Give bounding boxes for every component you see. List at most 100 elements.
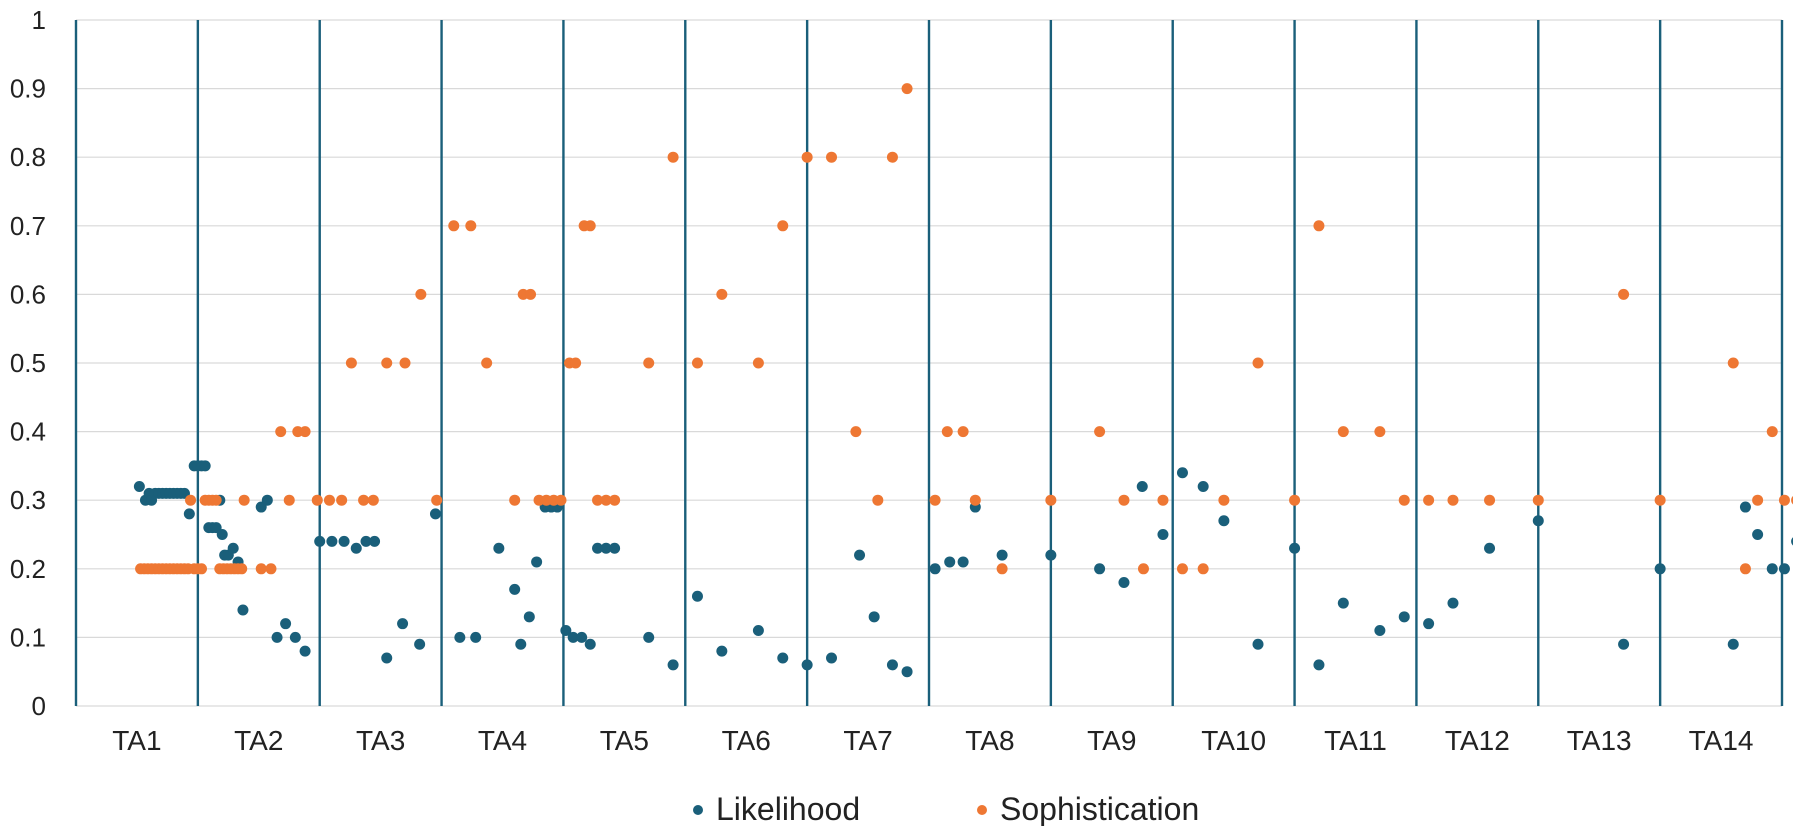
x-category-label: TA7	[843, 725, 892, 756]
likelihood-point	[429, 508, 441, 520]
sophistication-point	[238, 494, 250, 506]
sophistication-point	[1218, 494, 1230, 506]
likelihood-point	[414, 638, 426, 650]
category-dividers	[74, 20, 1784, 706]
likelihood-point	[826, 652, 838, 664]
likelihood-point	[1289, 542, 1301, 554]
sophistication-point	[399, 357, 411, 369]
sophistication-point	[570, 357, 582, 369]
sophistication-point	[236, 563, 248, 575]
x-category-label: TA14	[1689, 725, 1754, 756]
likelihood-point	[643, 631, 655, 643]
sophistication-point	[1447, 494, 1459, 506]
data-points	[133, 83, 1793, 678]
sophistication-point	[323, 494, 335, 506]
x-category-label: TA8	[965, 725, 1014, 756]
sophistication-point	[1197, 563, 1209, 575]
likelihood-point	[929, 563, 941, 575]
likelihood-point	[237, 604, 249, 616]
sophistication-point	[752, 357, 764, 369]
likelihood-point	[944, 556, 956, 568]
sophistication-point	[465, 220, 477, 232]
sophistication-point	[1374, 426, 1386, 438]
y-axis-tick-labels: 0 0.1 0.2 0.3 0.4 0.5 0.6 0.7 0.8 0.9 1	[10, 5, 46, 721]
likelihood-point	[470, 631, 482, 643]
sophistication-point	[1176, 563, 1188, 575]
likelihood-point	[854, 549, 866, 561]
y-tick-label: 0.7	[10, 211, 46, 241]
sophistication-point	[415, 288, 427, 300]
sophistication-point	[1532, 494, 1544, 506]
sophistication-point	[969, 494, 981, 506]
y-tick-label: 0.3	[10, 485, 46, 515]
sophistication-point	[448, 220, 460, 232]
sophistication-point	[850, 426, 862, 438]
likelihood-point	[667, 659, 679, 671]
sophistication-point	[1252, 357, 1264, 369]
sophistication-point	[643, 357, 655, 369]
likelihood-point	[531, 556, 543, 568]
likelihood-point	[801, 659, 813, 671]
sophistication-point	[196, 563, 208, 575]
likelihood-point	[1313, 659, 1325, 671]
y-tick-label: 0.1	[10, 622, 46, 652]
sophistication-point	[929, 494, 941, 506]
likelihood-point	[584, 638, 596, 650]
y-tick-label: 0.6	[10, 279, 46, 309]
sophistication-point	[367, 494, 379, 506]
likelihood-point	[1176, 467, 1188, 479]
sophistication-point	[1654, 494, 1666, 506]
likelihood-point	[133, 480, 145, 492]
sophistication-point	[584, 220, 596, 232]
sophistication-point	[1313, 220, 1325, 232]
likelihood-point	[1337, 597, 1349, 609]
likelihood-point	[515, 638, 527, 650]
likelihood-point	[1094, 563, 1106, 575]
sophistication-point	[481, 357, 493, 369]
likelihood-point	[567, 631, 579, 643]
x-category-label: TA6	[722, 725, 771, 756]
sophistication-point	[801, 151, 813, 163]
sophistication-point	[1118, 494, 1130, 506]
sophistication-point	[667, 151, 679, 163]
likelihood-point	[1045, 549, 1057, 561]
sophistication-point	[1137, 563, 1149, 575]
y-tick-label: 1	[32, 5, 46, 35]
sophistication-point	[886, 151, 898, 163]
likelihood-point	[777, 652, 789, 664]
likelihood-point	[901, 666, 913, 678]
x-axis-category-labels: TA1 TA2 TA3 TA4 TA5 TA6 TA7 TA8 TA9 TA10 TA11 TA12 T…	[112, 725, 1753, 756]
legend-label-likelihood: Likelihood	[716, 791, 860, 826]
sophistication-point	[600, 494, 612, 506]
likelihood-point	[1197, 480, 1209, 492]
likelihood-point	[1398, 611, 1410, 623]
y-tick-label: 0	[32, 691, 46, 721]
y-tick-label: 0.9	[10, 74, 46, 104]
sophistication-point	[1727, 357, 1739, 369]
likelihood-point	[691, 590, 703, 602]
sophistication-point	[592, 494, 604, 506]
sophistication-point	[255, 563, 267, 575]
likelihood-point	[1423, 618, 1435, 630]
likelihood-point	[299, 645, 311, 657]
likelihood-point	[338, 535, 350, 547]
y-tick-label: 0.2	[10, 554, 46, 584]
sophistication-point	[1766, 426, 1778, 438]
likelihood-point	[216, 529, 228, 540]
likelihood-point	[280, 618, 292, 630]
likelihood-point	[560, 625, 572, 637]
likelihood-point	[752, 625, 764, 637]
likelihood-point	[886, 659, 898, 671]
x-category-label: TA12	[1445, 725, 1510, 756]
sophistication-point	[872, 494, 884, 506]
likelihood-point	[1484, 542, 1496, 554]
sophistication-point	[210, 494, 222, 506]
likelihood-point	[509, 583, 521, 595]
sophistication-point	[1094, 426, 1106, 438]
sophistication-point	[691, 357, 703, 369]
likelihood-point	[1532, 515, 1544, 527]
likelihood-point	[1374, 625, 1386, 637]
likelihood-point	[289, 631, 301, 643]
likelihood-point	[996, 549, 1008, 561]
